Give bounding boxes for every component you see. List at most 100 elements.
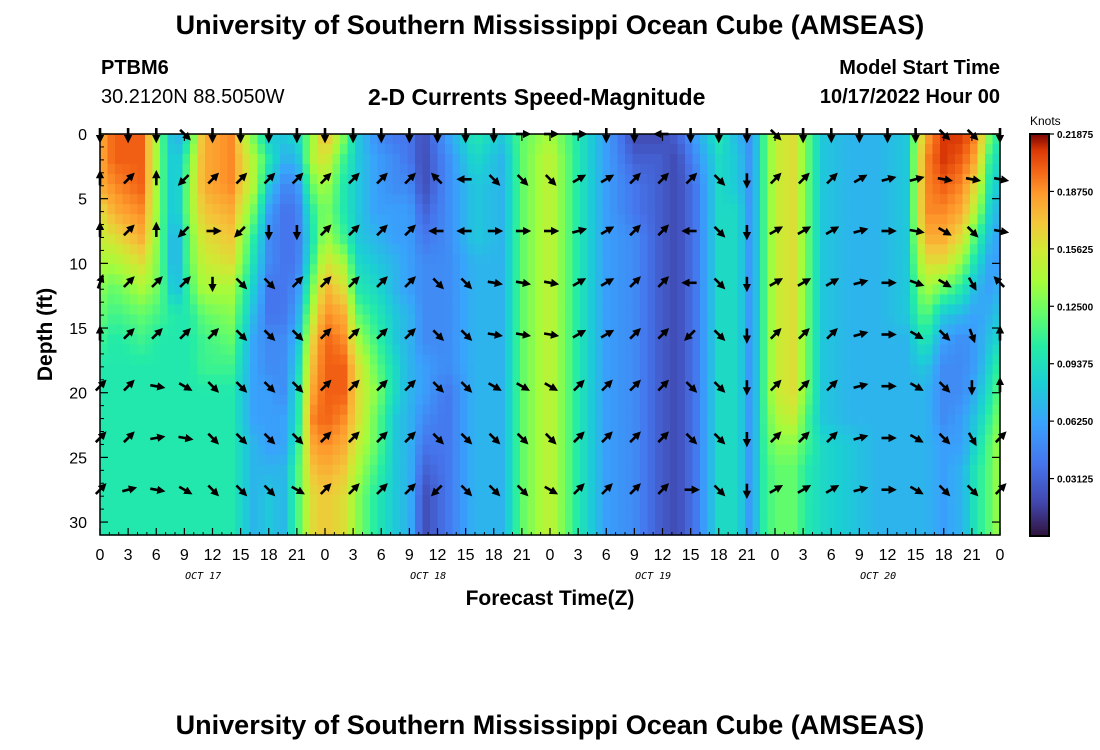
- heat-cell: [625, 134, 634, 145]
- heat-cell: [887, 164, 896, 175]
- heat-cell: [115, 144, 124, 155]
- heat-cell: [400, 264, 409, 275]
- heat-cell: [602, 154, 611, 165]
- heat-cell: [220, 194, 229, 205]
- heat-cell: [595, 314, 604, 326]
- heat-cell: [310, 294, 319, 306]
- heat-cell: [767, 244, 776, 255]
- heat-cell: [730, 274, 739, 285]
- heat-cell: [790, 144, 799, 155]
- heat-cell: [227, 244, 236, 255]
- heat-cell: [302, 464, 311, 476]
- heat-cell: [430, 364, 439, 376]
- heat-cell: [595, 434, 604, 446]
- heat-cell: [820, 164, 829, 175]
- current-vector-arrow: [600, 329, 615, 339]
- heat-cell: [415, 224, 424, 235]
- heat-cell: [122, 344, 131, 356]
- heat-cell: [325, 304, 334, 316]
- heat-cell: [107, 154, 116, 165]
- heat-cell: [310, 204, 319, 215]
- heat-cell: [977, 394, 986, 406]
- heat-cell: [385, 304, 394, 316]
- heat-cell: [610, 384, 619, 396]
- heat-cell: [355, 334, 364, 346]
- heat-cell: [722, 324, 731, 336]
- heat-cell: [190, 434, 199, 446]
- heat-cell: [730, 204, 739, 215]
- heat-cell: [220, 294, 229, 306]
- heat-cell: [430, 384, 439, 396]
- heat-cell: [617, 214, 626, 225]
- heat-cell: [287, 314, 296, 326]
- heat-cell: [880, 234, 889, 245]
- heat-cell: [587, 284, 596, 296]
- heat-cell: [467, 264, 476, 275]
- heat-cell: [205, 164, 214, 175]
- heat-cell: [370, 174, 379, 185]
- heat-cell: [287, 264, 296, 275]
- heat-cell: [595, 404, 604, 416]
- heat-cell: [572, 354, 581, 366]
- heat-cell: [310, 464, 319, 476]
- heat-cell: [407, 454, 416, 466]
- heat-cell: [257, 154, 266, 165]
- heat-cell: [175, 254, 184, 265]
- heat-cell: [220, 134, 229, 145]
- heat-cell: [302, 414, 311, 426]
- heat-cell: [272, 334, 281, 346]
- heat-cell: [137, 514, 146, 526]
- heat-cell: [377, 164, 386, 175]
- heat-cell: [947, 284, 956, 296]
- heat-cell: [842, 234, 851, 245]
- heat-cell: [917, 234, 926, 245]
- heat-cell: [782, 434, 791, 446]
- heat-cell: [887, 154, 896, 165]
- heat-cell: [182, 494, 191, 506]
- heat-cell: [295, 474, 304, 486]
- heat-cell: [655, 164, 664, 175]
- heat-cell: [565, 284, 574, 296]
- heat-cell: [835, 174, 844, 185]
- heat-cell: [100, 284, 109, 296]
- heat-cell: [587, 264, 596, 275]
- heat-cell: [520, 344, 529, 356]
- heat-cell: [970, 254, 979, 265]
- heat-cell: [677, 454, 686, 466]
- heat-cell: [625, 344, 634, 356]
- heat-cell: [977, 264, 986, 275]
- heat-cell: [190, 344, 199, 356]
- heat-cell: [730, 454, 739, 466]
- heat-cell: [400, 214, 409, 225]
- heat-cell: [842, 174, 851, 185]
- heat-cell: [355, 474, 364, 486]
- heat-cell: [797, 504, 806, 516]
- heat-cell: [370, 414, 379, 426]
- heat-cell: [340, 174, 349, 185]
- heat-cell: [820, 224, 829, 235]
- heat-cell: [760, 204, 769, 215]
- heat-cell: [685, 254, 694, 265]
- heat-cell: [602, 364, 611, 376]
- heat-cell: [617, 314, 626, 326]
- heat-cell: [490, 274, 499, 285]
- heat-cell: [992, 244, 1001, 255]
- heat-cell: [167, 204, 176, 215]
- heat-cell: [355, 514, 364, 526]
- heat-cell: [482, 494, 491, 506]
- heat-cell: [280, 274, 289, 285]
- heat-cell: [535, 174, 544, 185]
- heat-cell: [640, 404, 649, 416]
- heat-cell: [317, 294, 326, 306]
- heat-cell: [797, 144, 806, 155]
- heat-cell: [587, 434, 596, 446]
- heat-cell: [580, 154, 589, 165]
- heat-cell: [535, 394, 544, 406]
- heat-cell: [400, 474, 409, 486]
- heat-cell: [632, 464, 641, 476]
- heat-cell: [902, 204, 911, 215]
- heat-cell: [565, 174, 574, 185]
- heat-cell: [152, 444, 161, 456]
- heat-cell: [295, 344, 304, 356]
- heat-cell: [925, 274, 934, 285]
